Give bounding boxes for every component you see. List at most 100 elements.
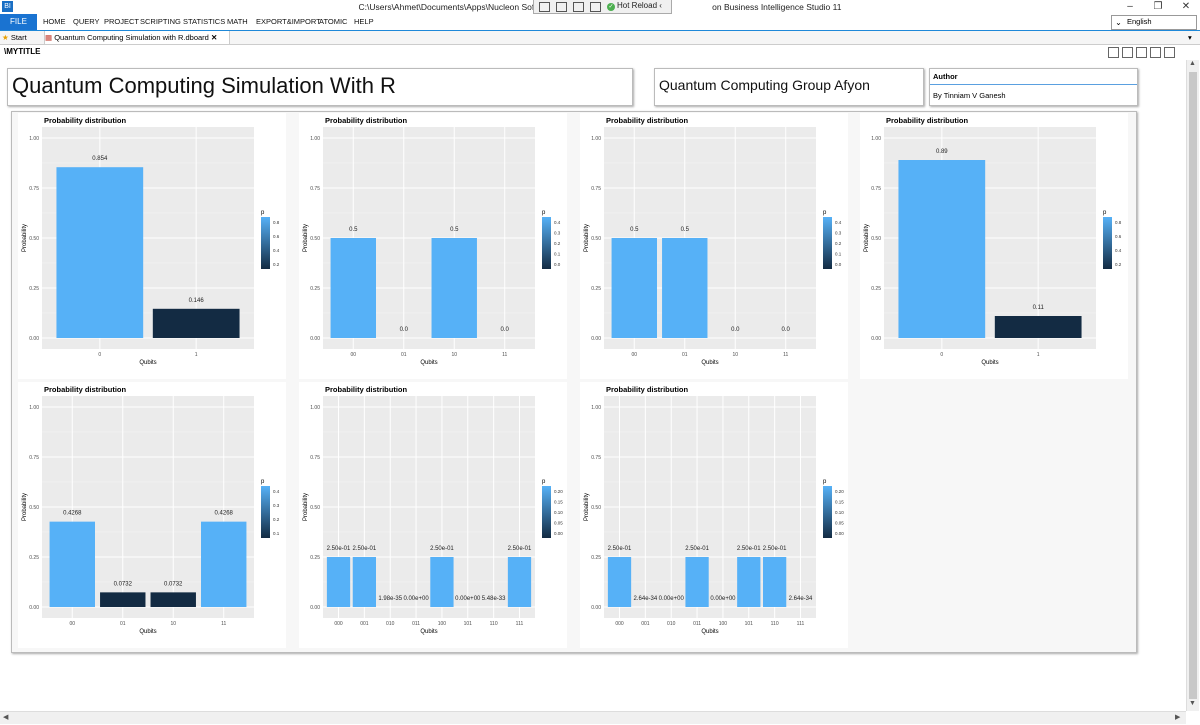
y-tick-label: 1.00	[591, 405, 601, 411]
legend-tick-label: 0.3	[554, 231, 561, 236]
bar	[326, 557, 351, 607]
y-tick-label: 0.50	[310, 236, 320, 242]
close-window-button[interactable]: ✕	[1181, 1, 1191, 12]
check-icon: ✓	[607, 3, 615, 11]
y-tick-label: 0.25	[29, 555, 39, 561]
tab-list-icon[interactable]: ▾	[1188, 33, 1192, 42]
x-tick-label: 01	[401, 352, 407, 358]
y-tick-label: 0.00	[871, 336, 881, 342]
data-label: 5.48e-33	[482, 596, 506, 602]
menu-query[interactable]: QUERY	[73, 17, 100, 26]
y-tick-label: 1.00	[29, 405, 39, 411]
data-label: 0.5	[630, 227, 639, 233]
legend-colorbar	[1103, 217, 1112, 269]
x-tick-label: 000	[334, 621, 343, 627]
chart-3: Probability distribution 0.00 0.25 0.50 0.75…	[580, 113, 848, 379]
data-label: 0.0	[501, 327, 510, 333]
bar	[507, 557, 532, 607]
scroll-down-icon[interactable]: ▼	[1189, 700, 1196, 707]
debug-toolbar: ✓ Hot Reload ‹	[533, 0, 672, 14]
data-label: 0.854	[92, 156, 108, 162]
select-element-icon[interactable]	[539, 2, 550, 12]
y-tick-label: 0.00	[310, 336, 320, 342]
data-label: 0.00e+00	[455, 596, 481, 602]
window-title: C:\Users\Ahmet\Documents\Apps\Nucleon So…	[358, 2, 842, 12]
edit-icon[interactable]	[1108, 47, 1119, 58]
menu-scripting[interactable]: SCRIPTING	[140, 17, 181, 26]
x-tick-label: 0	[98, 352, 101, 358]
dashboard-toolbar	[1108, 47, 1184, 58]
y-tick-label: 1.00	[871, 136, 881, 142]
menu-math[interactable]: MATH	[227, 17, 248, 26]
tab-dashboard[interactable]: ▦ Quantum Computing Simulation with R.db…	[44, 31, 230, 44]
data-label: 1.98e-35	[378, 596, 402, 602]
legend-tick-label: 0.1	[554, 252, 561, 257]
x-tick-label: 011	[412, 621, 420, 627]
adorner-icon[interactable]	[573, 2, 584, 12]
app-icon: BI	[2, 1, 13, 12]
hot-reload-status[interactable]: ✓ Hot Reload ‹	[607, 1, 662, 11]
x-tick-label: 001	[641, 621, 650, 627]
legend-tick-label: 0.0	[835, 262, 842, 267]
data-label: 0.0	[400, 327, 409, 333]
language-select[interactable]: ⌄ English	[1111, 15, 1197, 30]
scroll-thumb[interactable]	[1189, 72, 1197, 699]
refresh-icon[interactable]	[1122, 47, 1133, 58]
chart-2: Probability distribution 0.00 0.25 0.50 0.75…	[299, 113, 567, 379]
y-tick-label: 0.75	[310, 455, 320, 461]
save-icon[interactable]	[1136, 47, 1147, 58]
menu-atomic[interactable]: ATOMIC	[319, 17, 348, 26]
menu-help[interactable]: HELP	[354, 17, 374, 26]
x-tick-label: 1	[1037, 352, 1040, 358]
track-focus-icon[interactable]	[590, 2, 601, 12]
preview-icon[interactable]	[1164, 47, 1175, 58]
bar	[201, 521, 247, 607]
display-layout-icon[interactable]	[556, 2, 567, 12]
chart-title: Probability distribution	[606, 116, 689, 125]
close-tab-icon[interactable]: ✕	[210, 33, 218, 42]
x-tick-label: 01	[682, 352, 688, 358]
scroll-right-icon[interactable]: ▶	[1175, 714, 1181, 721]
document-tabs: ★ Start ▦ Quantum Computing Simulation w…	[0, 31, 1200, 45]
file-menu[interactable]: FILE	[0, 14, 37, 30]
menu-export-import[interactable]: EXPORT&IMPORT	[256, 17, 321, 26]
x-axis-label: Qubits	[981, 360, 998, 366]
vertical-scrollbar[interactable]: ▲ ▼	[1186, 60, 1199, 711]
dashboard-icon: ▦	[45, 33, 53, 42]
scroll-left-icon[interactable]: ◀	[3, 714, 9, 721]
menu-project[interactable]: PROJECT	[104, 17, 140, 26]
minimize-button[interactable]: –	[1127, 1, 1133, 12]
horizontal-scrollbar[interactable]: ◀ ▶	[0, 711, 1186, 724]
restore-button[interactable]: ❐	[1153, 1, 1163, 12]
chart-title: Probability distribution	[886, 116, 969, 125]
tab-start[interactable]: ★ Start	[2, 33, 27, 42]
y-tick-label: 0.75	[591, 455, 601, 461]
bar	[685, 557, 709, 607]
print-icon[interactable]	[1150, 47, 1161, 58]
scroll-up-icon[interactable]: ▲	[1189, 60, 1196, 67]
data-label: 2.50e-01	[608, 546, 632, 552]
legend-title: p	[261, 479, 265, 485]
y-tick-label: 0.25	[29, 286, 39, 292]
menu-home[interactable]: HOME	[43, 17, 66, 26]
title-card: Quantum Computing Simulation With R	[7, 68, 633, 106]
x-tick-label: 011	[693, 621, 701, 627]
chevron-down-icon: ⌄	[1115, 18, 1122, 27]
x-tick-label: 100	[719, 621, 728, 627]
legend-colorbar	[823, 217, 832, 269]
x-axis-label: Qubits	[420, 629, 437, 635]
x-tick-label: 101	[464, 621, 473, 627]
x-axis-label: Qubits	[139, 360, 156, 366]
x-tick-label: 110	[490, 621, 498, 627]
bar	[56, 167, 144, 338]
legend-tick-label: 0.4	[273, 248, 280, 253]
legend-tick-label: 0.20	[554, 489, 563, 494]
y-tick-label: 0.75	[591, 186, 601, 192]
legend-colorbar	[261, 486, 270, 538]
group-card: Quantum Computing Group Afyon	[654, 68, 924, 106]
menu-statistics[interactable]: STATISTICS	[183, 17, 226, 26]
x-tick-label: 010	[386, 621, 395, 627]
y-tick-label: 0.50	[591, 236, 601, 242]
chart-title: Probability distribution	[44, 385, 127, 394]
x-tick-label: 100	[438, 621, 447, 627]
